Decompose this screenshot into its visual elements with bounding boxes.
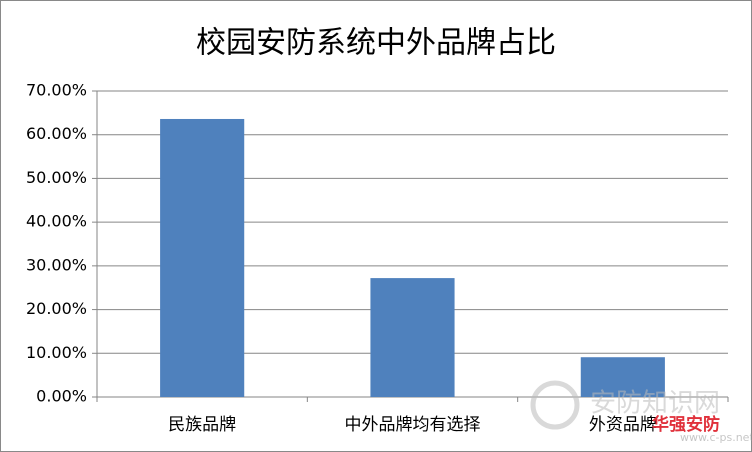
- x-tick-label: 外资品牌: [589, 415, 657, 435]
- bar: [370, 278, 455, 397]
- y-tick-label: 0.00%: [36, 387, 87, 406]
- watermark-brand: 华强安防: [652, 414, 720, 435]
- y-tick-label: 30.00%: [26, 255, 87, 274]
- y-tick-label: 20.00%: [26, 299, 87, 318]
- x-tick-label: 中外品牌均有选择: [345, 415, 481, 435]
- watermark-logo: [530, 380, 580, 430]
- chart-title: 校园安防系统中外品牌占比: [196, 26, 556, 61]
- x-tick-label: 民族品牌: [168, 415, 236, 435]
- bar: [580, 357, 665, 397]
- watermark: 安防知识网 www.c-ps.net: [530, 380, 752, 444]
- watermark-url: www.c-ps.net: [680, 431, 752, 444]
- y-tick-label: 50.00%: [26, 168, 87, 187]
- watermark-site: 安防知识网: [590, 389, 720, 419]
- bar: [160, 118, 245, 397]
- y-tick-label: 70.00%: [26, 81, 87, 100]
- y-tick-label: 40.00%: [26, 212, 87, 231]
- y-tick-label: 60.00%: [26, 124, 87, 143]
- y-tick-label: 10.00%: [26, 343, 87, 362]
